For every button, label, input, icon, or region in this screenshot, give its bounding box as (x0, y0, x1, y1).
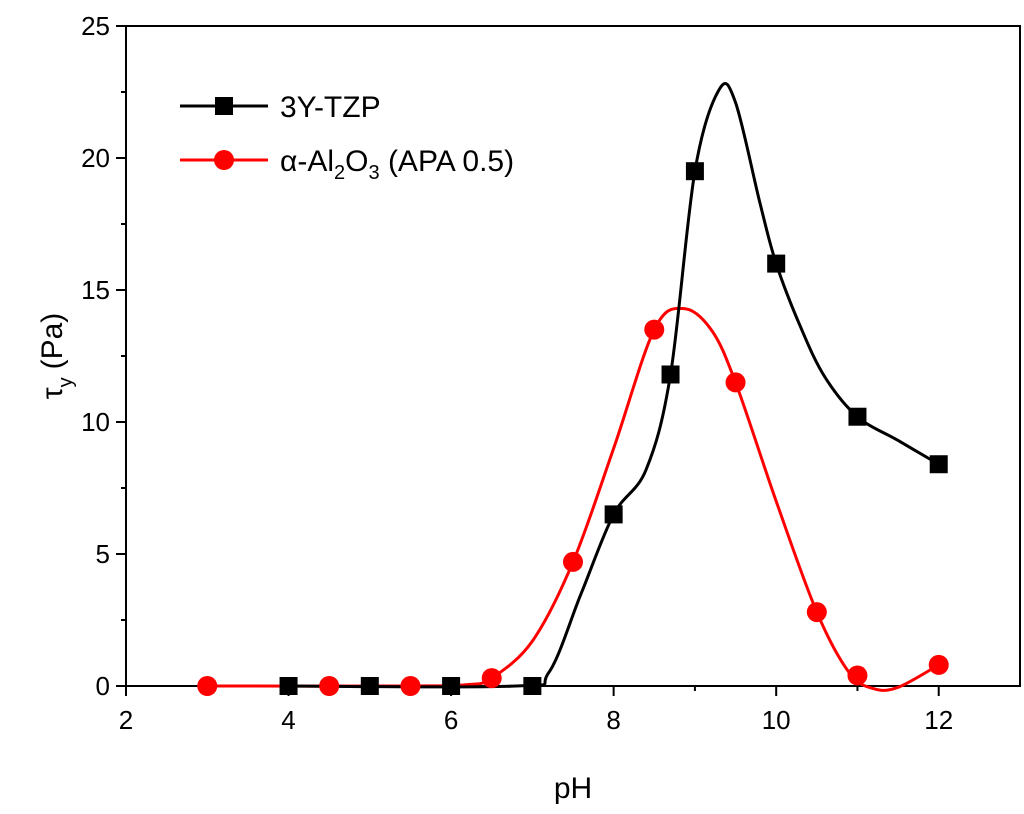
legend-marker-3y-tzp (215, 97, 233, 115)
y-tick-label: 25 (81, 11, 110, 41)
x-tick-label: 4 (281, 705, 295, 735)
data-point-3y-tzp (767, 254, 786, 273)
data-point-3y-tzp (279, 677, 298, 695)
legend-entry-3y-tzp: 3Y-TZP (180, 91, 381, 124)
y-tick-label: 5 (96, 539, 110, 569)
data-point-3y-tzp (929, 455, 948, 474)
legend-label-al2o3: α-Al2O3 (APA 0.5) (280, 145, 514, 184)
data-point-al2o3 (400, 676, 421, 696)
series-line-al2o3 (207, 306, 940, 692)
data-point-al2o3 (197, 676, 218, 696)
legend-label-3y-tzp: 3Y-TZP (280, 91, 381, 124)
data-point-al2o3 (928, 654, 949, 675)
data-point-3y-tzp (685, 162, 704, 181)
y-tick-label: 0 (96, 671, 110, 701)
legend: 3Y-TZP α-Al2O3 (APA 0.5) (180, 91, 514, 184)
data-point-3y-tzp (523, 677, 542, 695)
y-tick-label: 10 (81, 407, 110, 437)
y-tick-label: 20 (81, 143, 110, 173)
x-tick-label: 2 (119, 705, 133, 735)
data-point-3y-tzp (442, 677, 461, 695)
data-point-3y-tzp (848, 407, 867, 426)
data-point-3y-tzp (604, 505, 623, 524)
data-point-al2o3 (563, 551, 583, 572)
legend-marker-al2o3 (214, 150, 234, 170)
data-point-al2o3 (481, 668, 502, 689)
data-point-al2o3 (644, 319, 665, 340)
data-point-3y-tzp (360, 677, 379, 695)
x-tick-label: 12 (924, 705, 953, 735)
x-axis: 2 4 6 8 10 12 (119, 686, 953, 735)
data-point-al2o3 (806, 602, 827, 623)
data-point-al2o3 (725, 372, 746, 393)
y-axis: 0 5 10 15 20 25 (81, 11, 126, 701)
plot-frame (125, 25, 1021, 687)
x-tick-label: 8 (606, 705, 620, 735)
x-axis-title: pH (554, 772, 592, 805)
data-point-al2o3 (847, 665, 868, 686)
x-tick-label: 6 (444, 705, 458, 735)
data-point-3y-tzp (661, 365, 680, 384)
y-tick-label: 15 (81, 275, 110, 305)
data-point-al2o3 (319, 676, 340, 696)
x-tick-label: 10 (762, 705, 791, 735)
legend-entry-al2o3: α-Al2O3 (APA 0.5) (180, 145, 514, 184)
y-axis-title: τy(Pa) (36, 313, 77, 400)
